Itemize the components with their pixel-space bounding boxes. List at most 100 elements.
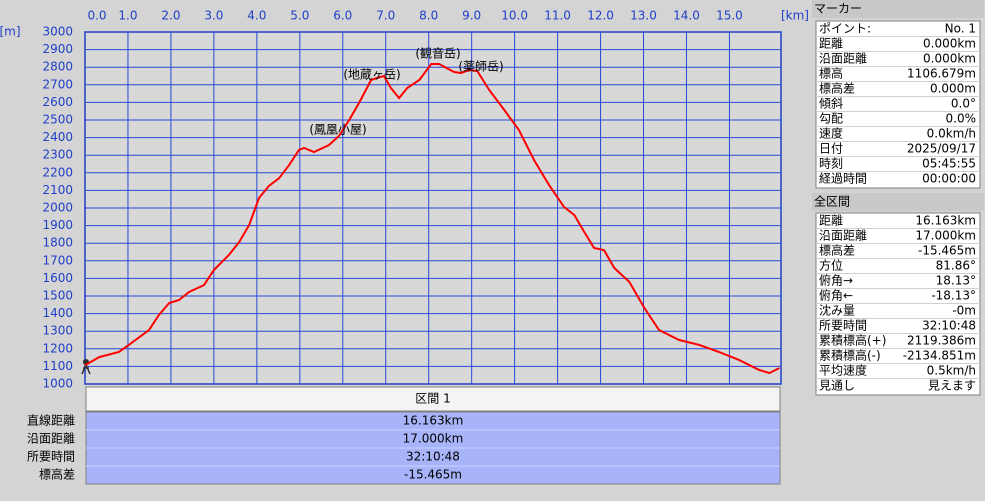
y-tick-label: 2100: [42, 183, 73, 197]
panel-value: 32:10:48: [922, 319, 976, 333]
plot-border: [84, 31, 782, 385]
panel-value: 17.000km: [915, 229, 976, 243]
x-tick-label: 14.0: [673, 9, 700, 23]
y-tick-label: 2000: [42, 201, 73, 215]
panel-value: -18.13°: [931, 289, 976, 303]
annotation: (観音岳): [415, 46, 460, 61]
panel-value: 0.000km: [923, 37, 976, 51]
y-tick-label: 1300: [42, 324, 73, 338]
panel-label: 距離: [819, 37, 843, 51]
panel-label: 所要時間: [819, 319, 867, 333]
segment-label: 直線距離: [27, 413, 75, 428]
panel-value: 0.0%: [946, 112, 977, 126]
x-tick-label: 4.0: [247, 9, 266, 23]
marker-panel-body: [815, 20, 981, 189]
panel-label: ポイント:: [819, 22, 871, 36]
panel-value: 00:00:00: [922, 172, 976, 186]
panel-value: 0.0°: [951, 97, 976, 111]
x-tick-label: 2.0: [161, 9, 180, 23]
segment-label: 標高差: [39, 467, 75, 482]
panel-label: 時刻: [819, 157, 843, 171]
panel-value: 81.86°: [936, 259, 976, 273]
x-tick-label: 12.0: [587, 9, 614, 23]
panel-label: 平均速度: [819, 363, 867, 378]
annotation: (薬師岳): [458, 60, 503, 74]
y-tick-label: 2500: [42, 113, 73, 127]
profile-line: [84, 63, 780, 375]
panel-value: 2025/09/17: [907, 142, 976, 156]
x-tick-label: 10.0: [501, 9, 528, 23]
y-tick-label: 2200: [42, 165, 73, 179]
panel-value: 1106.679m: [907, 67, 976, 81]
panel-label: 標高差: [819, 81, 855, 96]
panel-label: 俯角←: [819, 288, 853, 303]
x-tick-label: 6.0: [333, 9, 352, 23]
panel-label: 標高差: [819, 243, 855, 258]
segment-label: 所要時間: [27, 450, 75, 464]
segment-label: 沿面距離: [27, 432, 75, 446]
panel-value: No. 1: [945, 22, 976, 36]
y-tick-label: 1800: [42, 236, 73, 250]
annotation: (鳳凰小屋): [309, 123, 366, 137]
panel-value: 2119.386m: [907, 334, 976, 348]
panel-value: -0m: [952, 304, 976, 318]
panel-value: 18.13°: [936, 274, 976, 288]
x-tick-label: 13.0: [630, 9, 657, 23]
panel-label: 経過時間: [819, 172, 867, 186]
panel-value: 0.5km/h: [927, 364, 976, 378]
y-tick-label: 1600: [42, 271, 73, 285]
x-tick-label: 3.0: [204, 9, 223, 23]
x-tick-label: 11.0: [544, 9, 571, 23]
panel-value: -15.465m: [918, 244, 976, 258]
marker-panel-header: [812, 0, 984, 18]
x-tick-label: 0.0: [87, 9, 106, 23]
marker-panel-title: マーカー: [814, 2, 862, 16]
panel-label: 沈み量: [819, 303, 855, 318]
panel-label: 沿面距離: [819, 52, 867, 66]
y-tick-label: 1700: [42, 253, 73, 267]
panel-label: 距離: [819, 214, 843, 228]
panel-label: 沿面距離: [819, 229, 867, 243]
x-tick-label: 8.0: [419, 9, 438, 23]
y-tick-label: 1900: [42, 218, 73, 232]
x-tick-label: 1.0: [118, 9, 137, 23]
panel-label: 勾配: [819, 112, 843, 126]
x-tick-label: 7.0: [376, 9, 395, 23]
segment-header: 区間 1: [415, 392, 450, 406]
y-tick-label: 1200: [42, 341, 73, 355]
panel-value: -2134.851m: [903, 349, 976, 363]
panel-value: 見えます: [928, 379, 976, 393]
segment-value: 32:10:48: [406, 450, 460, 464]
segment-value: -15.465m: [404, 468, 462, 482]
y-tick-label: 2800: [42, 60, 73, 74]
segment-header-cell: [85, 386, 781, 412]
panel-value: 0.0km/h: [927, 127, 976, 141]
y-tick-label: 2700: [42, 77, 73, 91]
y-tick-label: 2400: [42, 130, 73, 144]
y-tick-label: 1100: [42, 359, 73, 373]
panel-label: 累積標高(+): [819, 333, 886, 348]
total-panel-header: [812, 193, 984, 211]
panel-label: 傾斜: [819, 97, 843, 111]
panel-label: 日付: [819, 142, 843, 156]
y-tick-label: 1500: [42, 289, 73, 303]
x-tick-label: 9.0: [462, 9, 481, 23]
panel-value: 0.000m: [930, 82, 976, 96]
x-tick-label: 5.0: [290, 9, 309, 23]
panel-label: 速度: [819, 126, 843, 141]
y-tick-label: 2300: [42, 148, 73, 162]
y-tick-label: 3000: [42, 25, 73, 39]
x-unit: [km]: [781, 9, 809, 23]
panel-label: 累積標高(-): [819, 348, 881, 363]
y-tick-label: 2900: [42, 42, 73, 56]
segment-value: 16.163km: [403, 414, 464, 428]
panel-label: 俯角→: [819, 273, 853, 288]
segment-value: 17.000km: [403, 432, 464, 446]
y-tick-label: 2600: [42, 95, 73, 109]
panel-label: 見通し: [819, 379, 855, 393]
y-tick-label: 1400: [42, 306, 73, 320]
x-tick-label: 15.0: [716, 9, 743, 23]
panel-label: 標高: [819, 66, 843, 81]
